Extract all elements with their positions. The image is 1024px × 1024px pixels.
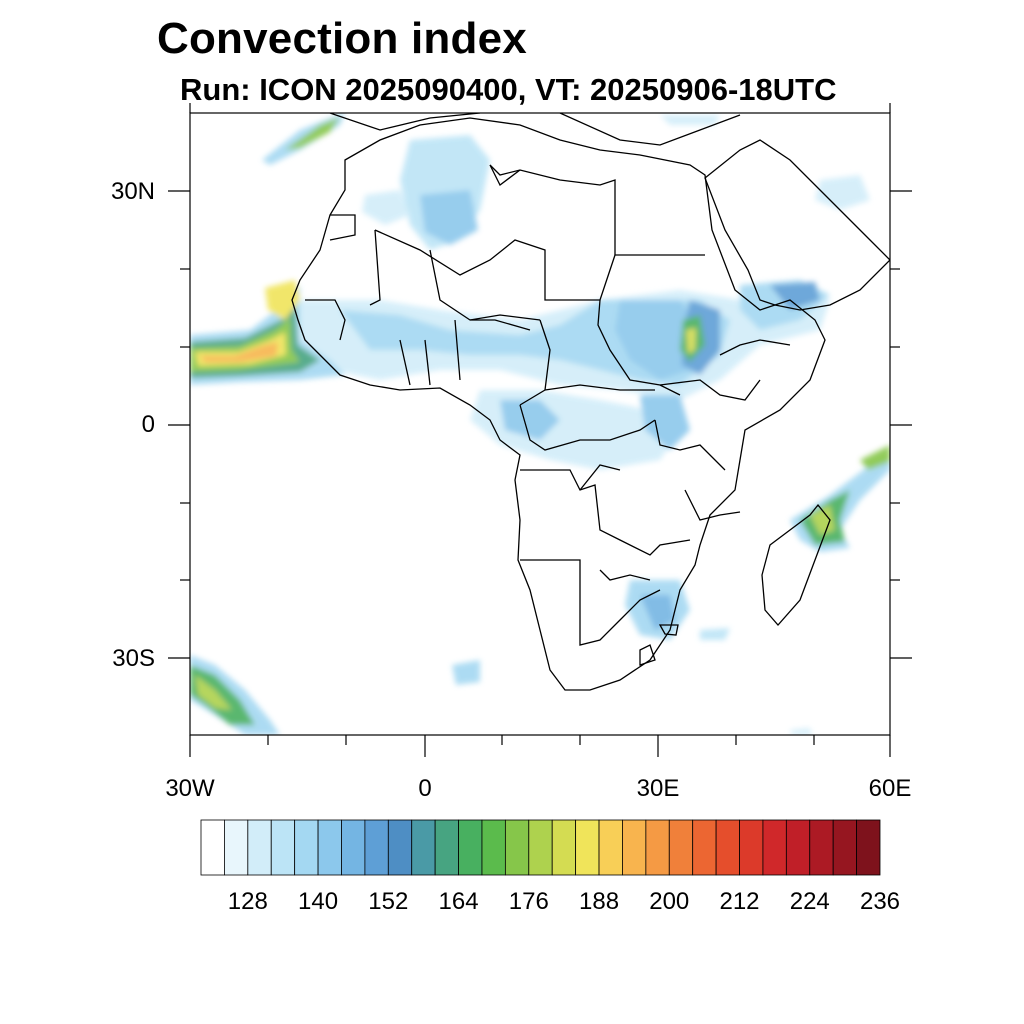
colorbar-swatch: [387, 819, 413, 876]
colorbar-label: 236: [859, 888, 901, 915]
colorbar-label: 224: [789, 888, 830, 915]
x-tick-label-30e: 30E: [636, 775, 680, 802]
colorbar-swatch: [481, 819, 506, 876]
colorbar-swatch: [739, 819, 764, 876]
colorbar-swatch: [504, 819, 530, 876]
colorbar-swatch: [668, 819, 694, 876]
colorbar-swatch: [200, 819, 225, 876]
colorbar-label: 164: [438, 888, 479, 915]
chart-subtitle: Run: ICON 2025090400, VT: 20250906-18UTC: [180, 72, 837, 107]
colorbar-label: 188: [579, 888, 620, 915]
colorbar-swatch: [762, 819, 787, 876]
colorbar-label: 200: [649, 888, 690, 915]
colorbar-label: 140: [298, 888, 339, 915]
colorbar-swatch: [294, 819, 319, 876]
colorbar-swatch: [364, 819, 389, 876]
coastlines: [291, 113, 890, 691]
colorbar-swatch: [270, 819, 296, 876]
colorbar-label: 212: [719, 888, 760, 915]
y-tick-label-0: 0: [141, 411, 155, 438]
colorbar-swatch: [551, 819, 577, 876]
colorbar-swatch: [528, 819, 553, 876]
colorbar-swatch: [598, 819, 623, 876]
y-tick-label-30n: 30N: [110, 178, 155, 205]
colorbar-swatch: [692, 819, 717, 876]
colorbar-swatch: [832, 819, 857, 876]
map-border: [189, 112, 891, 736]
colorbar-swatch: [411, 819, 436, 876]
colorbar-swatch: [622, 819, 647, 876]
axis-ticks: [168, 103, 912, 757]
colorbar-swatch: [785, 819, 811, 876]
colorbar-swatch: [434, 819, 459, 876]
colorbar-swatch: [856, 819, 881, 876]
colorbar-swatch: [645, 819, 670, 876]
colorbar: [200, 819, 881, 876]
colorbar-label: 152: [368, 888, 409, 915]
x-tick-label-30w: 30W: [165, 775, 215, 802]
colorbar-swatch: [575, 819, 600, 876]
convection-field: [190, 113, 890, 735]
colorbar-swatch: [715, 819, 740, 876]
colorbar-swatch: [317, 819, 342, 876]
colorbar-swatch: [247, 819, 272, 876]
y-tick-label-30s: 30S: [112, 645, 155, 672]
colorbar-label: 128: [227, 888, 268, 915]
colorbar-swatch: [224, 819, 249, 876]
colorbar-label: 176: [508, 888, 549, 915]
colorbar-swatch: [809, 819, 834, 876]
x-tick-label-60e: 60E: [868, 775, 912, 802]
x-tick-label-0: 0: [418, 775, 432, 802]
colorbar-swatch: [341, 819, 366, 876]
chart-title: Convection index: [157, 14, 527, 63]
colorbar-swatch: [458, 819, 483, 876]
